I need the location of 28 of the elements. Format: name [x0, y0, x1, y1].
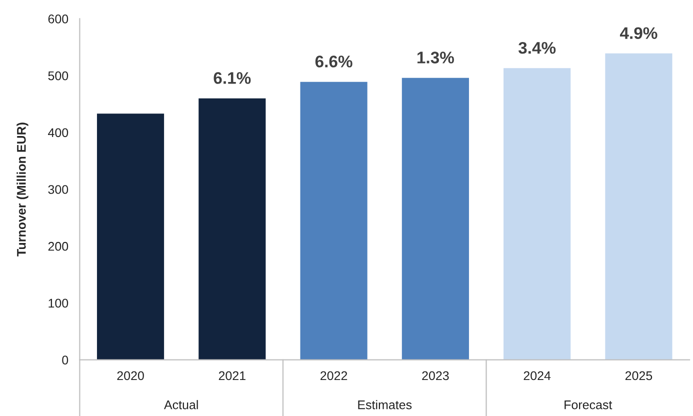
y-axis-title: Turnover (Million EUR) [16, 122, 28, 256]
bar [198, 98, 266, 360]
bar [605, 53, 672, 360]
annotation: 4.9% [620, 27, 658, 39]
annotation: 3.4% [518, 42, 556, 54]
bar [300, 82, 368, 360]
bar [504, 68, 571, 360]
x-tick-label: 2025 [625, 371, 652, 380]
text: Forecast [564, 400, 612, 410]
y-tick-label: 200 [48, 242, 68, 251]
y-tick-label: 500 [48, 71, 68, 80]
annotation: 1.3% [417, 52, 454, 64]
y-tick-label: 300 [48, 185, 68, 194]
annotation: 6.6% [315, 56, 352, 68]
y-tick-label: 400 [48, 128, 68, 138]
x-tick-label: 2023 [422, 371, 449, 380]
y-tick-label: 100 [48, 298, 68, 308]
x-tick-label: 2020 [117, 371, 144, 380]
y-tick-label: 600 [48, 14, 68, 24]
annotation: 6.1% [214, 72, 251, 84]
bar [96, 114, 164, 360]
y-tick-label: 0 [62, 356, 68, 364]
text: Actual [164, 400, 198, 410]
bar [402, 78, 469, 360]
x-tick-label: 2022 [320, 371, 348, 380]
text: Estimates [358, 400, 412, 410]
x-tick-label: 2024 [524, 371, 551, 380]
x-tick-label: 2021 [218, 371, 246, 380]
